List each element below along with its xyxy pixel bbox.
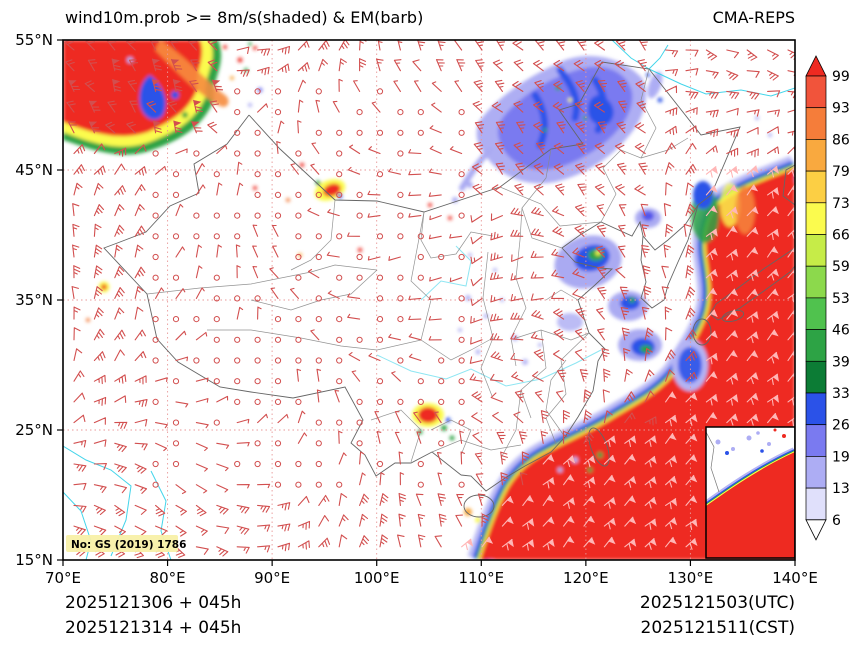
colorbar: 99 93 86 79 73 66 59 53 46 39 33 26 19 13 6 <box>805 55 850 541</box>
colorbar-label: 26 <box>832 418 850 434</box>
colorbar-label: 19 <box>832 449 850 465</box>
valid-time-cst: 2025121511(CST) <box>641 618 795 638</box>
colorbar-over-arrow <box>805 55 827 77</box>
x-tick-label: 120°E <box>563 569 609 587</box>
colorbar-label: 6 <box>832 513 841 529</box>
y-axis: 55°N 45°N 35°N 25°N 15°N <box>15 31 63 569</box>
barb-pennants <box>68 58 221 127</box>
colorbar-label: 93 <box>832 101 850 117</box>
valid-time-utc: 2025121503(UTC) <box>640 593 795 613</box>
colorbar-segment <box>805 424 827 457</box>
footer: 2025121306 + 045h 2025121314 + 045h 2025… <box>65 593 795 638</box>
x-axis: 70°E 80°E 90°E 100°E 110°E 120°E 130°E 140°E <box>45 560 818 587</box>
inset-border <box>705 426 795 559</box>
x-tick-label: 80°E <box>150 569 186 587</box>
x-tick-label: 110°E <box>458 569 504 587</box>
colorbar-label: 13 <box>832 481 850 497</box>
calm-circles <box>152 88 465 488</box>
watermark-text: No: GS (2019) 1786 <box>71 539 186 551</box>
colorbar-label: 46 <box>832 323 850 339</box>
x-tick-label: 130°E <box>668 569 714 587</box>
x-tick-label: 140°E <box>772 569 818 587</box>
wind-barbs <box>64 40 795 559</box>
colorbar-segment <box>805 75 827 109</box>
colorbar-segment <box>805 456 827 489</box>
y-tick-label: 55°N <box>15 31 53 49</box>
scs-inset <box>705 426 795 559</box>
colorbar-segment <box>805 265 827 299</box>
colorbar-segment <box>805 360 827 394</box>
chart-title: wind10m.prob >= 8m/s(shaded) & EM(barb) <box>65 8 423 27</box>
colorbar-segment <box>805 202 827 235</box>
colorbar-segment <box>805 297 827 330</box>
init-time-cst: 2025121314 + 045h <box>65 618 241 638</box>
colorbar-segment <box>805 139 827 172</box>
colorbar-label: 99 <box>832 69 850 85</box>
colorbar-label: 79 <box>832 164 850 180</box>
watermark-badge: No: GS (2019) 1786 <box>66 535 186 552</box>
colorbar-label: 73 <box>832 196 850 212</box>
y-tick-label: 35°N <box>15 291 53 309</box>
x-tick-label: 100°E <box>354 569 400 587</box>
colorbar-segment <box>805 234 827 267</box>
colorbar-segment <box>805 170 827 204</box>
colorbar-label: 66 <box>832 228 850 244</box>
y-tick-label: 15°N <box>15 551 53 569</box>
colorbar-label: 59 <box>832 259 850 275</box>
colorbar-segment <box>805 107 827 140</box>
init-time-utc: 2025121306 + 045h <box>65 593 241 613</box>
colorbar-segment <box>805 487 827 521</box>
x-tick-label: 70°E <box>45 569 81 587</box>
model-label: CMA-REPS <box>713 8 795 27</box>
colorbar-segment <box>805 329 827 362</box>
colorbar-label: 53 <box>832 291 850 307</box>
barb-strokes-over-red <box>461 165 795 551</box>
colorbar-segment <box>805 392 827 426</box>
barb-strokes <box>64 40 795 559</box>
x-tick-label: 90°E <box>254 569 290 587</box>
colorbar-label: 39 <box>832 354 850 370</box>
colorbar-under-arrow <box>805 519 827 541</box>
colorbar-label: 33 <box>832 386 850 402</box>
y-tick-label: 45°N <box>15 161 53 179</box>
y-tick-label: 25°N <box>15 421 53 439</box>
map-area: No: GS (2019) 1786 <box>63 40 795 560</box>
colorbar-label: 86 <box>832 132 850 148</box>
barb-pennants-over-red <box>466 165 795 548</box>
